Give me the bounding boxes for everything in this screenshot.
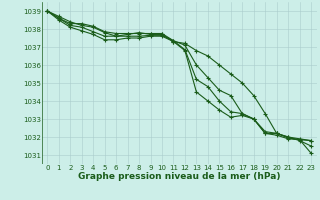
X-axis label: Graphe pression niveau de la mer (hPa): Graphe pression niveau de la mer (hPa) <box>78 172 280 181</box>
